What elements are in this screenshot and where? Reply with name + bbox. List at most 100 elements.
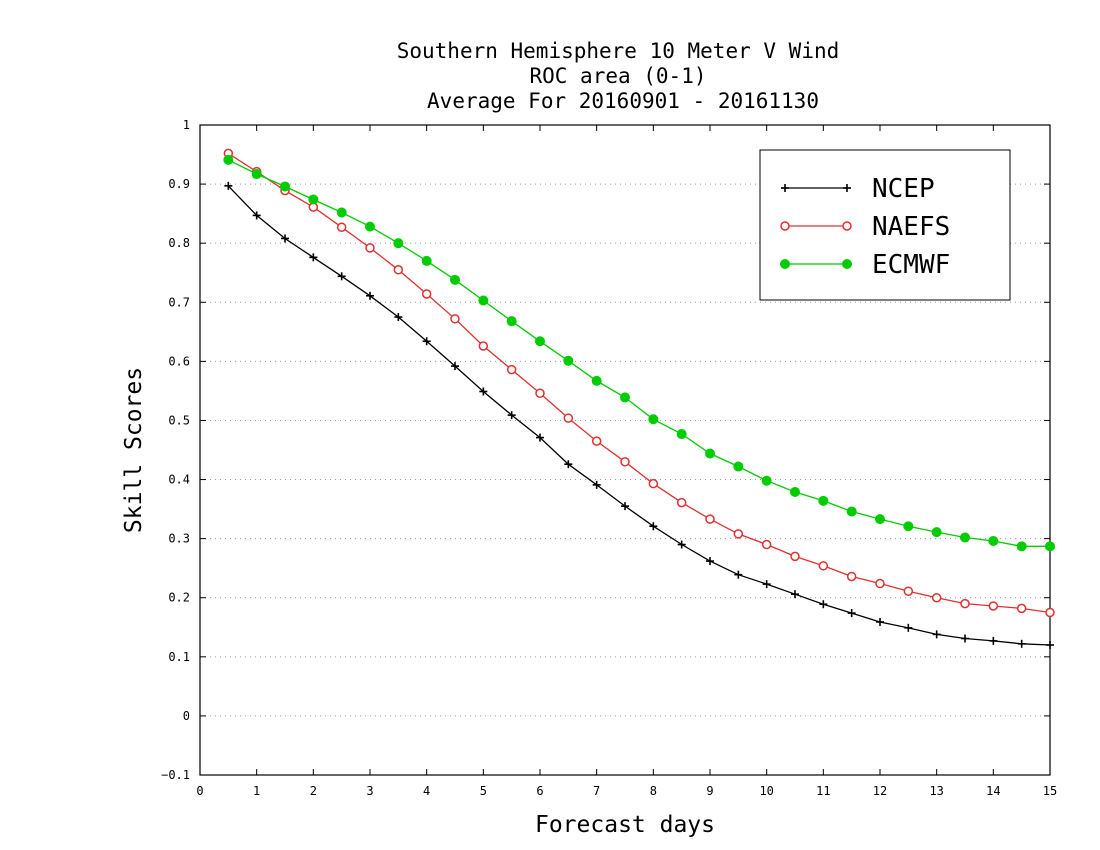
data-point-ncep bbox=[819, 600, 828, 609]
data-point-ecmwf bbox=[506, 316, 517, 327]
data-point-ncep bbox=[876, 617, 884, 626]
x-tick-label: 15 bbox=[1043, 784, 1057, 798]
data-point-ecmwf bbox=[676, 429, 687, 440]
data-point-ncep bbox=[791, 590, 799, 599]
y-tick-label: 0 bbox=[183, 709, 190, 723]
data-point-ncep bbox=[649, 522, 658, 531]
data-point-naefs bbox=[1016, 603, 1027, 614]
y-tick-label: 0.2 bbox=[168, 591, 190, 605]
data-point-ecmwf bbox=[705, 448, 715, 459]
legend-marker-ncep bbox=[843, 184, 851, 192]
series-line-naefs bbox=[227, 152, 1051, 614]
data-point-ncep bbox=[422, 337, 431, 346]
data-point-ecmwf bbox=[988, 536, 999, 546]
data-point-ecmwf bbox=[818, 495, 829, 506]
data-point-naefs bbox=[761, 539, 772, 550]
legend-marker-naefs bbox=[780, 221, 790, 231]
data-point-naefs bbox=[506, 364, 517, 375]
y-tick-label: 0.4 bbox=[168, 473, 190, 487]
data-point-naefs bbox=[903, 586, 914, 596]
chart-title-line-2: ROC area (0-1) bbox=[529, 64, 706, 88]
chart-title-line-1: Southern Hemisphere 10 Meter V Wind bbox=[397, 39, 840, 63]
data-point-ecmwf bbox=[365, 221, 375, 232]
data-point-naefs bbox=[620, 457, 630, 467]
data-point-ncep bbox=[309, 253, 318, 262]
data-point-ncep bbox=[536, 433, 544, 442]
data-point-ecmwf bbox=[960, 532, 970, 543]
data-point-ecmwf bbox=[846, 506, 857, 517]
data-point-naefs bbox=[365, 243, 375, 253]
data-point-ncep bbox=[281, 234, 289, 243]
y-tick-label: 0.5 bbox=[168, 413, 190, 427]
data-point-ncep bbox=[847, 609, 856, 618]
data-point-naefs bbox=[931, 592, 942, 603]
data-point-ecmwf bbox=[478, 295, 489, 306]
data-point-ecmwf bbox=[308, 194, 319, 205]
data-point-ncep bbox=[762, 580, 771, 589]
data-point-naefs bbox=[421, 289, 432, 299]
data-point-ecmwf bbox=[620, 392, 630, 403]
series-naefs bbox=[223, 148, 1055, 618]
data-point-ecmwf bbox=[563, 355, 574, 366]
data-point-ncep bbox=[366, 291, 374, 300]
legend-label-ncep: NCEP bbox=[872, 174, 935, 204]
data-point-ecmwf bbox=[1045, 541, 1055, 552]
data-point-ncep bbox=[224, 181, 233, 190]
data-point-naefs bbox=[960, 598, 970, 609]
data-point-naefs bbox=[450, 314, 460, 324]
plot-frame bbox=[199, 124, 1051, 776]
x-tick-label: 1 bbox=[253, 784, 260, 798]
legend-label-ecmwf: ECMWF bbox=[872, 250, 950, 280]
x-tick-label: 0 bbox=[196, 784, 203, 798]
x-tick-label: 13 bbox=[929, 784, 943, 798]
x-tick-label: 2 bbox=[310, 784, 317, 798]
data-point-ncep bbox=[564, 460, 573, 469]
data-point-ncep bbox=[904, 623, 913, 632]
y-tick-label: 1 bbox=[183, 118, 190, 132]
x-axis-label: Forecast days bbox=[535, 812, 715, 838]
data-point-naefs bbox=[676, 497, 687, 508]
series-ncep bbox=[224, 181, 1054, 649]
data-point-naefs bbox=[790, 551, 800, 562]
data-point-ncep bbox=[507, 411, 516, 420]
data-point-ecmwf bbox=[421, 255, 432, 266]
grid bbox=[200, 183, 1050, 717]
data-point-ecmwf bbox=[251, 169, 262, 180]
series-ecmwf bbox=[223, 154, 1055, 552]
x-tick-label: 6 bbox=[536, 784, 543, 798]
data-point-ecmwf bbox=[591, 375, 602, 386]
data-point-ecmwf bbox=[450, 274, 460, 285]
y-tick-label: −0.1 bbox=[161, 768, 190, 782]
data-point-naefs bbox=[563, 413, 574, 423]
data-point-ecmwf bbox=[1016, 541, 1027, 552]
x-tick-label: 3 bbox=[366, 784, 373, 798]
y-tick-label: 0.8 bbox=[168, 236, 190, 250]
axis-ticks: −0.100.10.20.30.40.50.60.70.80.910 1 2 3 4 5 6… bbox=[161, 118, 1057, 798]
x-tick-label: 14 bbox=[986, 784, 1000, 798]
data-point-naefs bbox=[535, 388, 545, 399]
data-point-ecmwf bbox=[280, 181, 290, 192]
data-point-ncep bbox=[252, 211, 261, 220]
data-point-ecmwf bbox=[875, 514, 885, 525]
data-point-naefs bbox=[478, 341, 489, 351]
data-point-ncep bbox=[337, 272, 346, 281]
data-point-ecmwf bbox=[648, 414, 659, 425]
data-point-ncep bbox=[961, 634, 969, 643]
data-point-naefs bbox=[988, 601, 999, 611]
legend-label-naefs: NAEFS bbox=[872, 212, 950, 242]
y-tick-label: 0.9 bbox=[168, 177, 190, 191]
x-tick-label: 9 bbox=[706, 784, 713, 798]
legend-marker-ecmwf bbox=[842, 259, 852, 269]
data-point-ecmwf bbox=[790, 486, 800, 497]
data-point-ecmwf bbox=[336, 207, 347, 218]
series-line-ncep bbox=[227, 185, 1051, 646]
data-point-ecmwf bbox=[903, 521, 914, 532]
y-tick-label: 0.3 bbox=[168, 532, 190, 546]
data-point-ecmwf bbox=[761, 475, 772, 486]
data-point-ncep bbox=[1046, 641, 1054, 649]
chart-title-line-3: Average For 20160901 - 20161130 bbox=[427, 89, 819, 113]
data-point-ncep bbox=[706, 557, 714, 566]
data-point-naefs bbox=[818, 561, 829, 571]
x-tick-label: 7 bbox=[593, 784, 600, 798]
